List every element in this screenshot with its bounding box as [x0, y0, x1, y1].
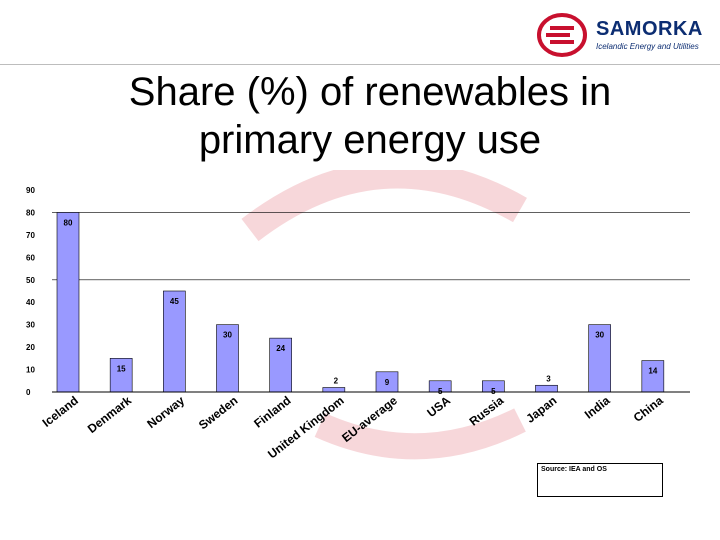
- bar: [322, 387, 346, 393]
- x-tick-label: Norway: [144, 393, 187, 431]
- data-label: 45: [170, 297, 179, 306]
- data-label: 14: [648, 367, 657, 376]
- data-label: 5: [491, 387, 496, 396]
- data-label: 80: [64, 218, 73, 227]
- data-label: 24: [276, 344, 285, 353]
- data-label: 5: [438, 387, 443, 396]
- slide-title: Share (%) of renewables in primary energ…: [60, 68, 680, 164]
- y-tick-label: 30: [26, 321, 35, 330]
- data-label: 30: [223, 331, 232, 340]
- x-tick-label: Iceland: [40, 393, 81, 429]
- bar: [535, 384, 558, 393]
- header-divider: [0, 64, 720, 65]
- y-tick-label: 20: [26, 343, 35, 352]
- y-tick-label: 90: [26, 186, 35, 195]
- x-tick-label: Finland: [251, 393, 293, 430]
- x-axis-labels: Iceland Denmark Norway Sweden FinlandUnited …: [40, 393, 666, 461]
- y-tick-label: 40: [26, 298, 35, 307]
- x-tick-label: Sweden: [196, 393, 240, 432]
- data-label: 15: [117, 364, 126, 373]
- x-tick-label: Japan: [523, 393, 559, 425]
- data-label: 30: [595, 331, 604, 340]
- watermark-arcs: [241, 170, 527, 460]
- y-tick-label: 50: [26, 276, 35, 285]
- x-tick-label: USA: [424, 393, 453, 420]
- data-labels: 80 15 45 30 24 2 9 5 5 3 30 14: [64, 218, 658, 395]
- y-tick-label: 80: [26, 208, 35, 217]
- title-line-2: primary energy use: [198, 118, 542, 162]
- bar: [163, 290, 186, 393]
- y-tick-label: 10: [26, 366, 35, 375]
- data-label: 2: [334, 377, 339, 386]
- x-tick-label: India: [582, 393, 613, 421]
- y-tick-label: 70: [26, 231, 35, 240]
- grid-lines: [52, 212, 690, 281]
- x-tick-label: China: [631, 393, 666, 425]
- bars: [56, 212, 665, 393]
- data-label: 9: [385, 378, 390, 387]
- title-line-1: Share (%) of renewables in: [128, 70, 612, 114]
- source-note: Source: IEA and OS: [537, 463, 663, 497]
- bar: [56, 212, 80, 393]
- x-tick-label: Denmark: [85, 393, 134, 436]
- y-axis-tick-labels: 0 10 20 30 40 50 60 70 80 90: [26, 186, 35, 397]
- y-tick-label: 0: [26, 388, 31, 397]
- data-label: 3: [546, 374, 551, 383]
- bar: [641, 360, 665, 393]
- y-tick-label: 60: [26, 253, 35, 262]
- samorka-logo: [537, 13, 587, 57]
